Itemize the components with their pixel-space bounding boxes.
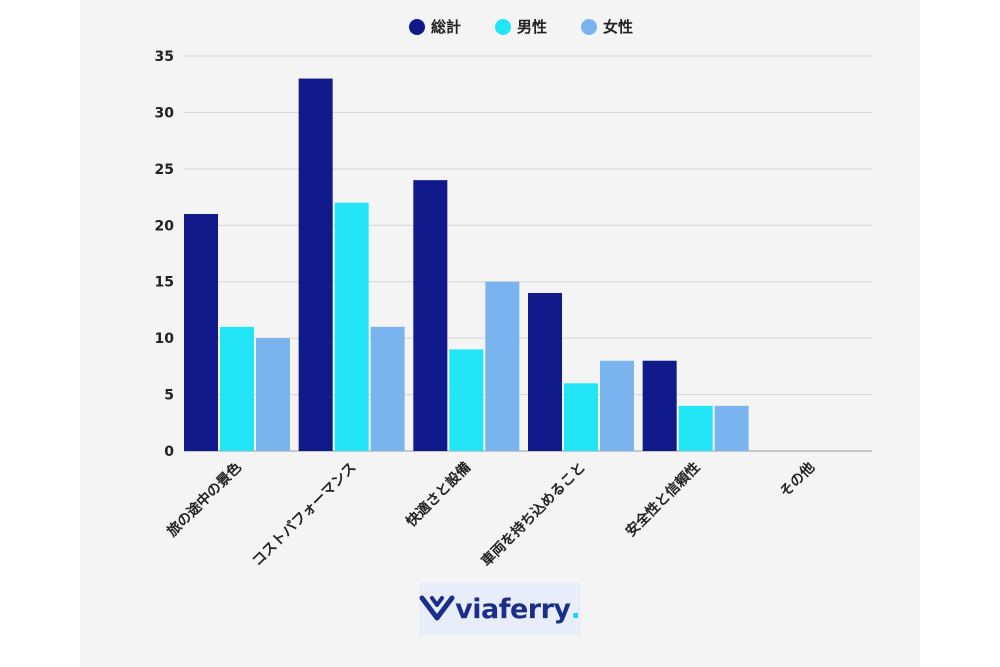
legend-marker <box>581 19 597 35</box>
bar-男性 <box>449 349 484 451</box>
y-tick-label: 20 <box>155 218 175 234</box>
y-tick-label: 15 <box>155 275 174 291</box>
y-tick-label: 30 <box>155 105 175 121</box>
bar-女性 <box>256 338 290 451</box>
x-tick-label: 安全性と信頼性 <box>622 459 703 540</box>
y-tick-label: 35 <box>155 49 174 65</box>
bar-総計 <box>413 180 448 451</box>
y-tick-label: 25 <box>155 162 174 178</box>
x-tick-label: 旅の途中の景色 <box>164 459 245 540</box>
legend-marker <box>495 19 511 35</box>
x-tick-label: 快適さと設備 <box>403 459 474 530</box>
bar-女性 <box>714 405 749 451</box>
bar-総計 <box>184 214 218 451</box>
legend-label: 女性 <box>603 18 633 36</box>
bar-男性 <box>678 405 713 451</box>
bar-総計 <box>642 360 677 451</box>
viaferry-logo: viaferry. <box>419 583 581 635</box>
x-tick-label: 車両を持ち込めること <box>478 459 589 570</box>
bar-女性 <box>600 360 634 451</box>
bar-総計 <box>298 78 333 452</box>
x-tick-label: その他 <box>776 459 818 501</box>
bar-男性 <box>220 326 254 451</box>
logo-dot: . <box>570 593 581 625</box>
y-tick-label: 0 <box>164 444 174 460</box>
y-tick-label: 10 <box>155 331 175 347</box>
y-tick-label: 5 <box>164 388 174 404</box>
bar-総計 <box>528 293 562 451</box>
legend-label: 総計 <box>431 18 461 36</box>
logo-wordmark: viaferry <box>455 593 571 625</box>
legend-label: 男性 <box>517 18 547 36</box>
bar-男性 <box>334 202 369 451</box>
legend-marker <box>409 19 425 35</box>
viaferry-mark-icon <box>419 595 455 621</box>
bar-女性 <box>370 326 405 451</box>
x-tick-label: コストパフォーマンス <box>249 460 359 570</box>
bar-女性 <box>485 281 520 451</box>
bar-男性 <box>564 383 598 451</box>
